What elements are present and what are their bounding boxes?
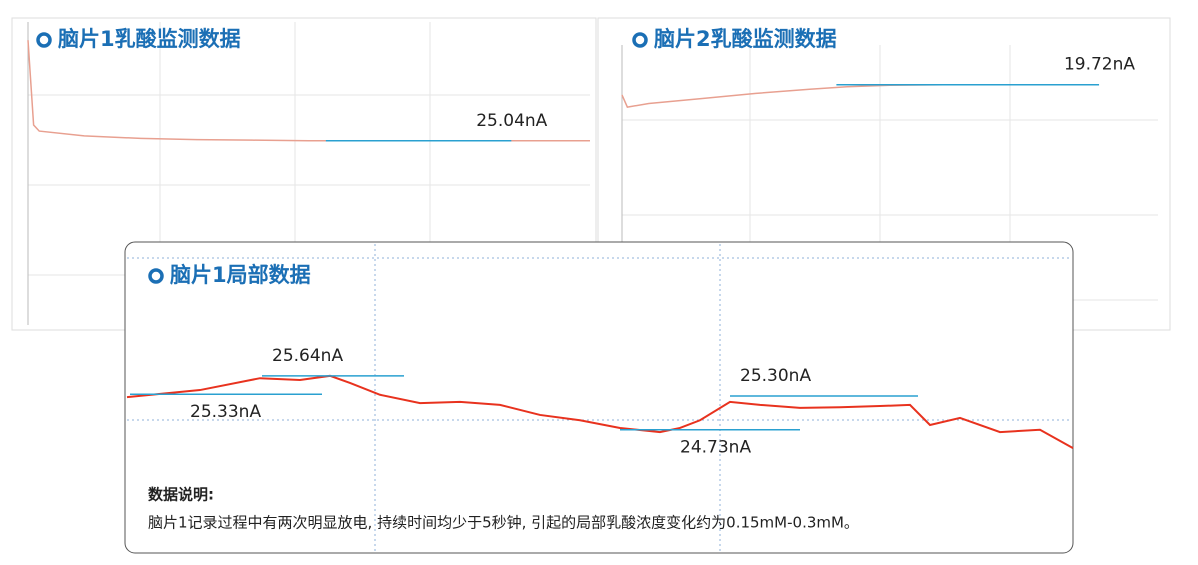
- notes-title: 数据说明:: [148, 486, 214, 504]
- value-label: 25.64nA: [272, 346, 343, 366]
- title-bullet: [148, 268, 164, 284]
- value-label: 25.30nA: [740, 366, 811, 386]
- title-bullet: [632, 32, 648, 48]
- value-label: 24.73nA: [680, 438, 751, 458]
- value-label: 25.04nA: [476, 111, 547, 131]
- chart-title: 脑片1乳酸监测数据: [58, 27, 241, 51]
- chart-title: 脑片2乳酸监测数据: [654, 27, 837, 51]
- chart: 脑片1乳酸监测数据 25.04nA: [27, 27, 590, 142]
- chart: 脑片1局部数据 25.64nA 25.33nA 25.30nA 24.73nA 数据说明:…: [124, 241, 1074, 554]
- chart-title: 脑片1局部数据: [170, 263, 311, 287]
- panel-frame: [124, 241, 1074, 554]
- data-line: [126, 374, 1074, 449]
- chart: 脑片2乳酸监测数据 19.72nA: [621, 27, 1135, 108]
- value-label: 25.33nA: [190, 402, 261, 422]
- title-bullet: [36, 32, 52, 48]
- notes-text: 脑片1记录过程中有两次明显放电, 持续时间均少于5秒钟, 引起的局部乳酸浓度变化…: [148, 514, 859, 532]
- charts: 脑片1乳酸监测数据 25.04nA 脑片2乳酸监测数据 19.72nA 脑片1局部数据 2…: [27, 27, 1135, 554]
- value-label: 19.72nA: [1064, 55, 1135, 75]
